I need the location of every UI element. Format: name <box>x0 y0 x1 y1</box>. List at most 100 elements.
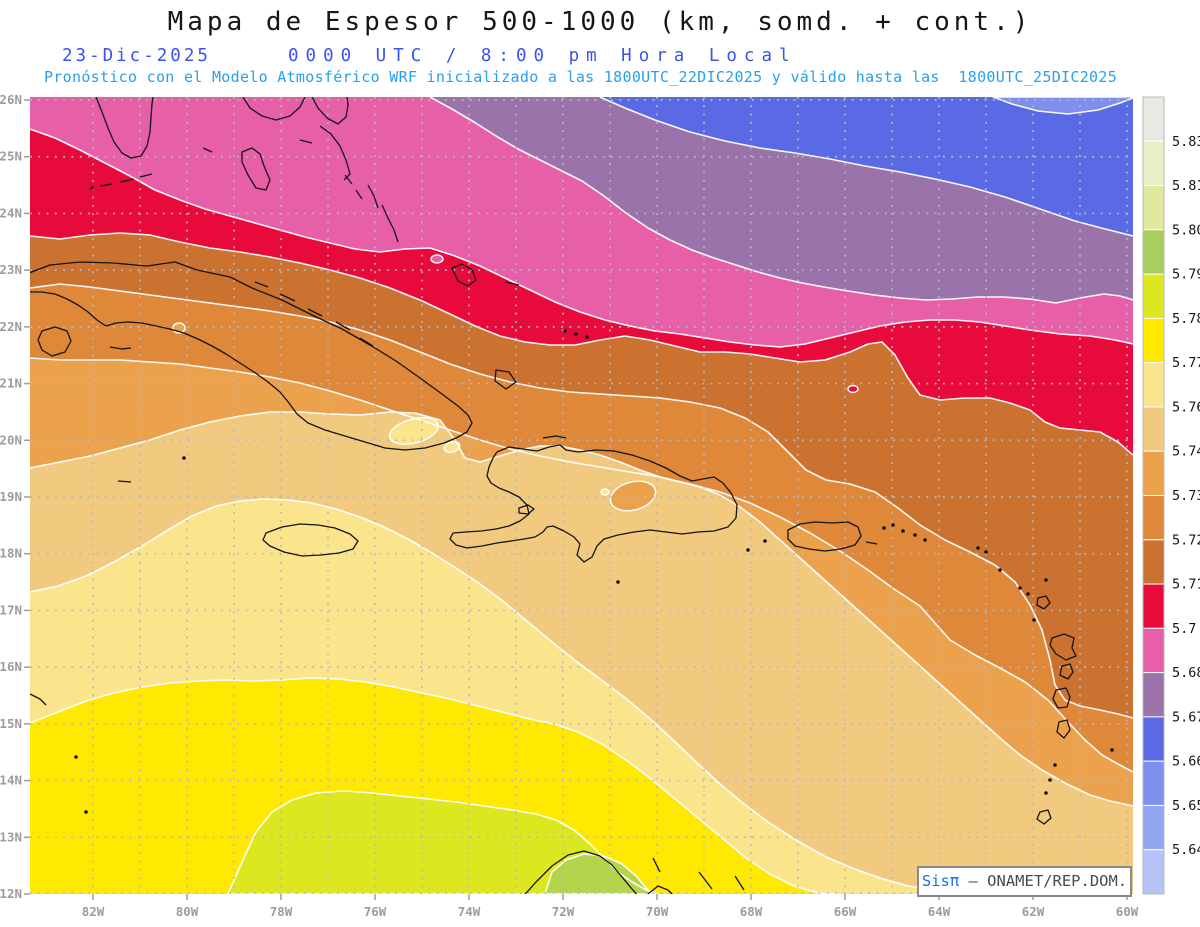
island-dot <box>616 580 620 584</box>
coastlines <box>30 97 1114 894</box>
lat-label: 25N <box>0 149 22 164</box>
lat-label: 20N <box>0 432 22 447</box>
island-dot <box>891 523 895 527</box>
island-dot <box>763 539 767 543</box>
coast-cuba-keys-2 <box>279 293 296 302</box>
colorbar-label: 5.652 <box>1172 798 1200 814</box>
coast-aruba <box>652 857 661 873</box>
coast-exuma-2 <box>355 189 363 200</box>
feature-red-closed-contour <box>847 384 859 394</box>
lat-label: 13N <box>0 829 22 844</box>
coast-eleuthera <box>319 125 351 181</box>
colorbar-label: 5.795 <box>1172 267 1200 283</box>
island-dot <box>1044 578 1048 582</box>
island-dot <box>90 186 94 190</box>
island-dot <box>1032 618 1036 622</box>
island-dot <box>913 533 917 537</box>
coast-grenada <box>1036 809 1052 825</box>
island-dot <box>182 456 186 460</box>
lat-label: 15N <box>0 716 22 731</box>
contour-red-5.7-5.712 <box>30 128 1133 348</box>
colorbar-segment <box>1142 716 1165 762</box>
island-dot <box>1048 778 1052 782</box>
colorbar-segment <box>1142 317 1165 364</box>
time-label: 0000 UTC / 8:00 pm Hora Local <box>288 46 797 66</box>
island-dot <box>882 526 886 530</box>
coast-keys-1 <box>99 183 113 187</box>
coast-new-providence <box>299 139 313 144</box>
colorbar-label: 5.724 <box>1172 532 1200 548</box>
coast-hispaniola <box>449 444 738 563</box>
colorbar-label: 5.819 <box>1172 178 1200 194</box>
coast-great-inagua <box>494 369 517 390</box>
coast-puerto-rico <box>787 521 862 552</box>
feature-orange-pocket-hispaniola <box>609 480 657 512</box>
colorbar-label: 5.64 <box>1172 842 1200 858</box>
coast-cuba <box>30 261 473 451</box>
lat-label: 17N <box>0 602 22 617</box>
coast-andros <box>241 147 271 191</box>
coast-guadeloupe <box>1049 633 1077 661</box>
lon-label: 82W <box>82 904 105 919</box>
coast-abaco <box>311 97 349 125</box>
lat-label: 23N <box>0 262 22 277</box>
coast-grand-bahama <box>242 97 306 121</box>
coast-cuba-keys-5 <box>359 337 374 347</box>
contour-orange3-5.736-5.748 <box>30 357 1133 773</box>
island-dot <box>984 550 988 554</box>
feature-pink-closed-contour <box>430 254 444 264</box>
colorbar-label: 5.736 <box>1172 488 1200 504</box>
island-dot <box>1110 748 1114 752</box>
coast-guajira-coast <box>524 850 673 894</box>
graticule <box>30 97 1133 894</box>
lat-label: 12N <box>0 886 22 901</box>
lat-label: 14N <box>0 773 22 788</box>
attribution-brand: Sisπ <box>921 872 960 890</box>
lon-label: 80W <box>176 904 199 919</box>
colorbar-segment <box>1142 229 1165 275</box>
island-dot <box>1053 763 1057 767</box>
colorbar-label: 5.76 <box>1172 399 1200 415</box>
island-dot <box>74 755 78 759</box>
lon-label: 72W <box>552 904 575 919</box>
lat-label: 16N <box>0 659 22 674</box>
coast-cuba-keys-4 <box>335 321 351 331</box>
colorbar-segment <box>1142 185 1165 231</box>
coast-cuba-keys-3 <box>307 308 323 317</box>
colorbar-segment <box>1142 583 1165 629</box>
island-dot <box>563 329 567 333</box>
contour-orange2-5.724-5.736 <box>30 283 1133 719</box>
island-dot <box>976 546 980 550</box>
island-dot <box>1044 791 1048 795</box>
lon-label: 68W <box>740 904 763 919</box>
lat-label: 21N <box>0 376 22 391</box>
coast-curacao <box>698 871 713 890</box>
axes: 26N 25N 24N 23N 22N 21N 20N 19N 18N 17N 16N 15N 14N 1… <box>0 92 1139 919</box>
contour-orange1-5.712-5.724 <box>30 232 1133 456</box>
coast-jamaica <box>262 523 359 557</box>
colorbar-segment <box>1142 140 1165 187</box>
lat-label: 19N <box>0 489 22 504</box>
coast-cuba-keys-1 <box>254 281 269 288</box>
coast-mayaguana <box>504 281 520 286</box>
island-dot <box>901 529 905 533</box>
map-area <box>30 97 1133 894</box>
coast-vieques <box>865 541 878 545</box>
contour-pink-5.688-5.7 <box>429 97 1133 304</box>
contour-chartreuse-5.783-5.795 <box>227 790 659 894</box>
coast-isla-juventud <box>37 326 72 357</box>
coast-st-lucia <box>1056 719 1071 739</box>
coast-martinique <box>1052 687 1071 709</box>
coast-long-island <box>381 204 399 243</box>
page-title: Mapa de Espesor 500-1000 (km, somd. + co… <box>167 7 1033 37</box>
coast-bonaire <box>734 875 745 891</box>
lon-label: 70W <box>646 904 669 919</box>
contour-yellow-5.772-5.783 <box>30 677 839 894</box>
lat-label: 26N <box>0 92 22 107</box>
colorbar-segment <box>1142 804 1165 851</box>
colorbar-label: 5.664 <box>1172 754 1200 770</box>
lat-label: 18N <box>0 546 22 561</box>
lon-label: 64W <box>928 904 951 919</box>
coast-gonave <box>518 504 535 515</box>
